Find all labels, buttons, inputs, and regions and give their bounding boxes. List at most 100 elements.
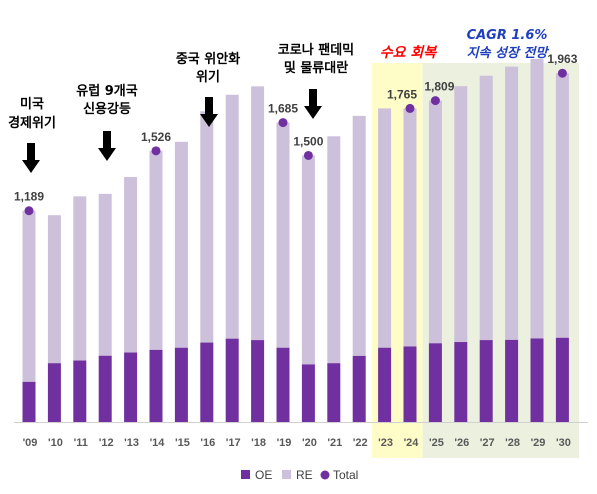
annotation-crisis-line1: 미국 — [20, 96, 44, 112]
bar-oe-14 — [378, 347, 392, 422]
bar-oe-20 — [530, 338, 544, 422]
bar-oe-6 — [174, 347, 188, 422]
arrow-down-icon — [98, 131, 116, 161]
tick-label-0: '09 — [23, 437, 38, 449]
legend-label-oe: OE — [255, 468, 272, 482]
total-marker-5 — [151, 146, 161, 156]
annotation-recovery: 수요 회복 — [380, 45, 438, 61]
annotation-covid-line2: 및 물류대란 — [284, 61, 348, 76]
bar-re-8 — [225, 94, 239, 339]
bar-oe-1 — [47, 363, 61, 422]
bar-oe-19 — [505, 339, 519, 422]
bar-oe-11 — [301, 364, 315, 422]
bar-re-15 — [403, 108, 417, 347]
tick-label-19: '28 — [505, 437, 520, 449]
tick-label-14: '23 — [378, 437, 393, 449]
x-axis-ticks: '09 '10 '11 '12 '13 '14 '15 '16 '17 '18 '19 '20 '21 '… — [23, 437, 571, 449]
legend-marker-total — [320, 470, 330, 480]
total-marker-11 — [303, 150, 313, 160]
bar-re-16 — [428, 100, 442, 344]
bar-re-18 — [479, 75, 493, 341]
annotation-china-line2: 위기 — [196, 70, 220, 85]
bar-re-20 — [530, 59, 544, 339]
tick-label-5: '14 — [150, 437, 166, 449]
legend-label-total: Total — [333, 468, 358, 482]
tick-label-16: '25 — [429, 437, 444, 449]
tick-label-21: '30 — [556, 437, 571, 449]
bar-oe-9 — [251, 340, 265, 422]
bar-oe-21 — [555, 337, 569, 422]
bar-oe-7 — [200, 342, 214, 422]
tick-label-20: '29 — [531, 437, 546, 449]
tick-label-2: '11 — [74, 437, 88, 449]
bar-oe-15 — [403, 346, 417, 422]
bar-re-4 — [124, 176, 138, 353]
tick-label-3: '12 — [99, 437, 114, 449]
bar-oe-17 — [454, 342, 468, 422]
legend: OE RE Total — [241, 468, 358, 482]
bar-oe-3 — [98, 355, 112, 422]
total-marker-0 — [24, 206, 34, 216]
legend-swatch-oe — [241, 470, 250, 479]
highlight-region-2 — [422, 63, 580, 458]
total-label-0: 1,189 — [14, 190, 44, 204]
bar-oe-4 — [124, 352, 138, 422]
tick-label-13: '22 — [353, 437, 368, 449]
bar-re-3 — [98, 193, 112, 356]
total-label-10: 1,685 — [268, 102, 298, 116]
bar-re-1 — [47, 215, 61, 364]
total-marker-16 — [430, 96, 440, 106]
legend-label-re: RE — [296, 468, 313, 482]
total-labels: 1,189 1,526 1,685 1,500 1,765 1,809 1,963 — [14, 52, 578, 204]
tick-label-18: '27 — [480, 437, 495, 449]
total-label-5: 1,526 — [141, 130, 171, 144]
tick-label-10: '19 — [277, 437, 292, 449]
annotation-eu-line2: 신용강등 — [83, 101, 131, 117]
bar-oe-8 — [225, 338, 239, 422]
total-label-21: 1,963 — [547, 52, 577, 66]
bar-re-7 — [200, 111, 214, 343]
bar-re-19 — [505, 66, 519, 340]
bar-re-14 — [378, 108, 392, 348]
tick-label-17: '26 — [454, 437, 469, 449]
tick-label-1: '10 — [48, 437, 63, 449]
bar-re-13 — [352, 115, 366, 356]
bar-re-17 — [454, 86, 468, 343]
bar-oe-16 — [428, 343, 442, 422]
total-marker-21 — [557, 68, 567, 78]
tick-label-7: '16 — [200, 437, 215, 449]
tick-label-9: '18 — [251, 437, 266, 449]
tick-label-11: '20 — [302, 437, 317, 449]
bar-oe-10 — [276, 347, 290, 422]
total-markers — [24, 68, 567, 216]
tick-label-6: '15 — [175, 437, 190, 449]
bar-re-11 — [301, 155, 315, 365]
total-label-11: 1,500 — [293, 134, 323, 148]
arrow-down-icon — [304, 89, 322, 119]
bar-re-21 — [555, 73, 569, 338]
bar-re-5 — [149, 150, 163, 350]
bar-re-10 — [276, 122, 290, 348]
bar-re-9 — [251, 86, 265, 341]
bar-re-2 — [73, 196, 87, 361]
highlight-regions — [371, 63, 580, 458]
annotation-covid-line1: 코로나 팬데믹 — [278, 42, 354, 58]
tick-label-15: '24 — [404, 437, 420, 449]
bar-oe-0 — [22, 381, 36, 422]
bar-re-0 — [22, 210, 36, 382]
bar-oe-5 — [149, 349, 163, 422]
total-label-16: 1,809 — [424, 80, 454, 94]
tick-label-12: '21 — [327, 437, 342, 449]
annotation-china-line1: 중국 위안화 — [176, 51, 240, 67]
legend-swatch-re — [282, 470, 291, 479]
total-label-15: 1,765 — [387, 87, 417, 101]
arrow-down-icon — [22, 143, 40, 173]
annotation-crisis-line2: 경제위기 — [8, 115, 56, 131]
annotation-outlook: 지속 성장 전망 — [467, 45, 550, 61]
tick-label-8: '17 — [226, 437, 241, 449]
annotation-cagr: CAGR 1.6% — [467, 28, 548, 43]
bar-oe-12 — [327, 363, 341, 422]
